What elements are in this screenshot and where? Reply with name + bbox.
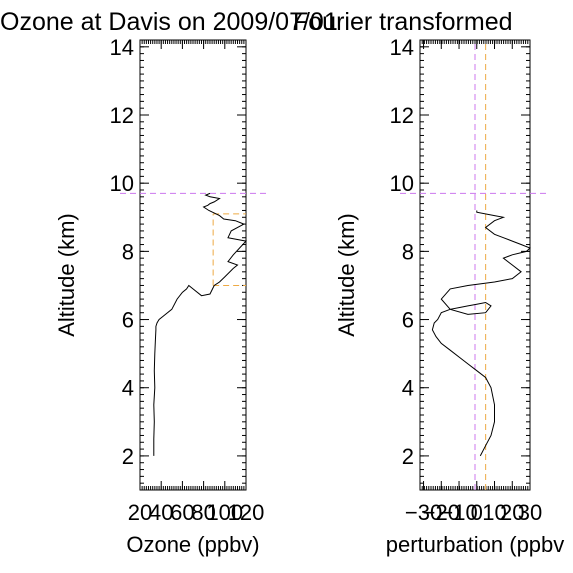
y-tick-label: 6 bbox=[402, 308, 414, 333]
x-tick-label: 100 bbox=[206, 500, 243, 525]
y-tick-label: 14 bbox=[110, 35, 134, 60]
chart-title: Fourier transformed bbox=[293, 8, 513, 36]
x-tick-label: 20 bbox=[500, 500, 524, 525]
y-axis-label: Altitude (km) bbox=[54, 213, 79, 336]
y-tick-label: 2 bbox=[122, 444, 134, 469]
x-tick-label: 120 bbox=[228, 500, 265, 525]
y-tick-label: 10 bbox=[110, 171, 134, 196]
y-axis-label: Altitude (km) bbox=[334, 213, 359, 336]
y-tick-label: 10 bbox=[390, 171, 414, 196]
y-tick-label: 6 bbox=[122, 308, 134, 333]
x-tick-label: 0 bbox=[471, 500, 483, 525]
x-tick-label: −20 bbox=[423, 500, 460, 525]
x-tick-label: −10 bbox=[440, 500, 477, 525]
x-tick-label: 80 bbox=[191, 500, 215, 525]
y-tick-label: 14 bbox=[390, 35, 414, 60]
x-axis-label: Ozone (ppbv) bbox=[126, 532, 259, 557]
y-tick-label: 4 bbox=[402, 376, 414, 401]
x-tick-label: 10 bbox=[482, 500, 506, 525]
series-line-1 bbox=[431, 210, 531, 457]
x-tick-label: 40 bbox=[149, 500, 173, 525]
y-tick-label: 2 bbox=[402, 444, 414, 469]
y-tick-label: 4 bbox=[122, 376, 134, 401]
x-tick-label: 60 bbox=[170, 500, 194, 525]
series-line-1 bbox=[153, 192, 247, 456]
plot-frame bbox=[139, 39, 247, 491]
y-tick-label: 12 bbox=[390, 103, 414, 128]
y-tick-label: 8 bbox=[402, 239, 414, 264]
x-tick-label: 20 bbox=[128, 500, 152, 525]
chart-title: Ozone at Davis on 2009/07/01 bbox=[0, 8, 338, 36]
x-axis-label: perturbation (ppbv bbox=[386, 532, 565, 557]
x-tick-label: −30 bbox=[405, 500, 442, 525]
y-tick-label: 8 bbox=[122, 239, 134, 264]
x-tick-label: 30 bbox=[518, 500, 542, 525]
y-tick-label: 12 bbox=[110, 103, 134, 128]
